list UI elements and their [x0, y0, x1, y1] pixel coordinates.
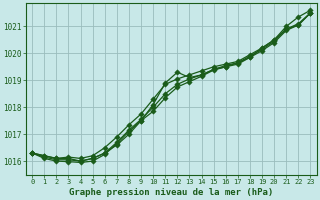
X-axis label: Graphe pression niveau de la mer (hPa): Graphe pression niveau de la mer (hPa) — [69, 188, 274, 197]
